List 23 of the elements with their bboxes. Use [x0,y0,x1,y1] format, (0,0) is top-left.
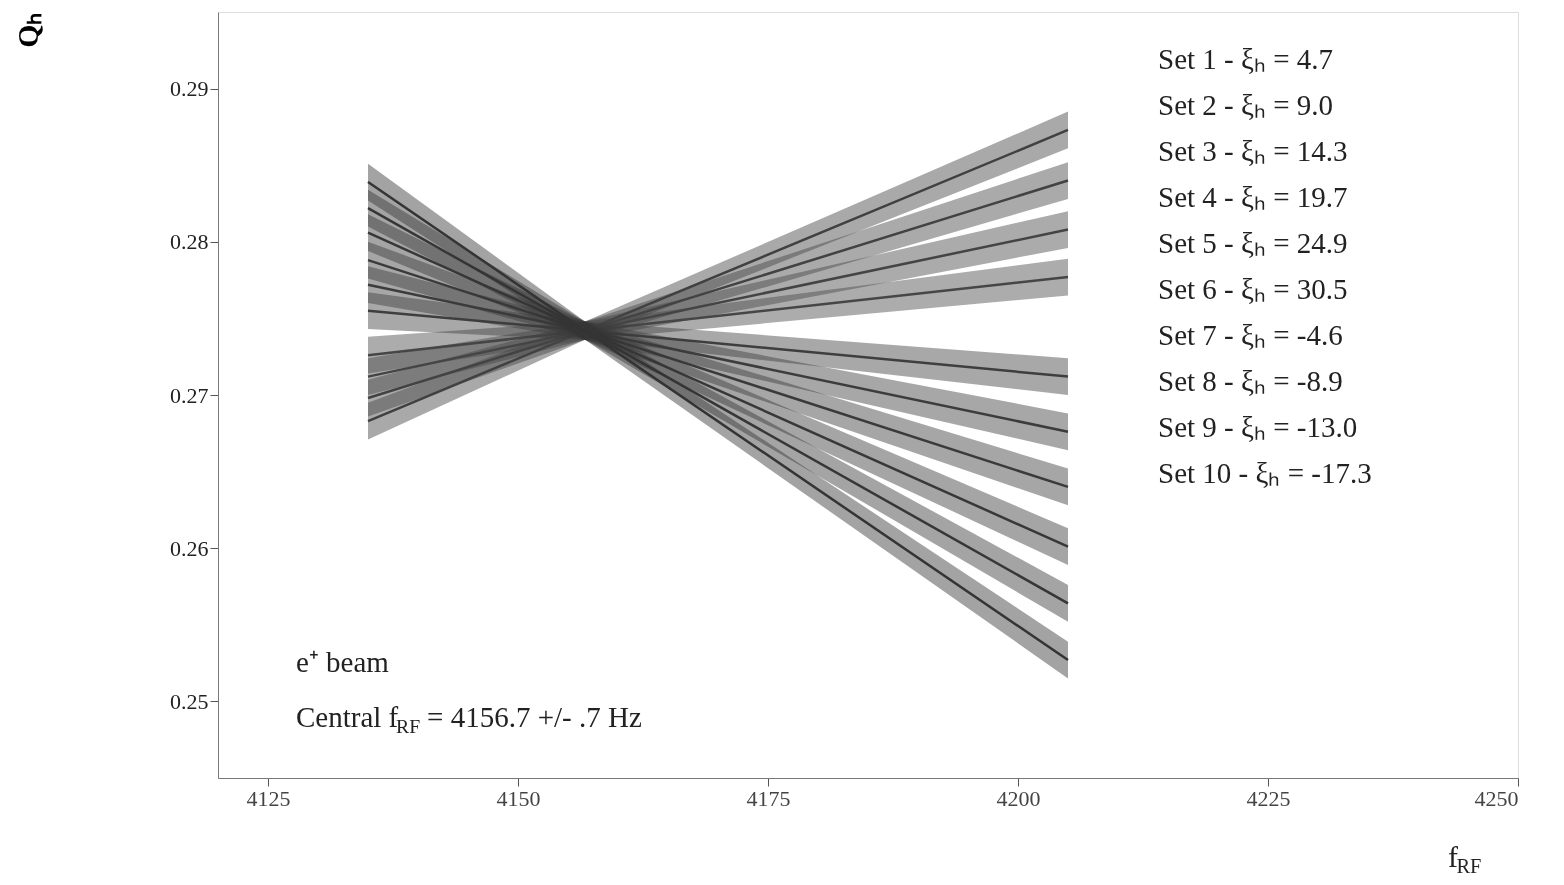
y-tick-label: 0.26 [170,535,209,561]
annotation: Set 10 - ξₕ = -17.3 [1158,457,1372,489]
x-tick-label: 4175 [746,785,791,811]
annotation: Set 2 - ξₕ = 9.0 [1158,89,1333,121]
y-tick-label: 0.28 [170,229,209,255]
annotation: Set 8 - ξₕ = -8.9 [1158,365,1343,397]
annotation: Set 7 - ξₕ = -4.6 [1158,319,1343,351]
x-tick-label: 4125 [246,785,291,811]
x-tick-label: 4150 [496,785,541,811]
y-axis-title: Qₕ [10,12,44,48]
y-tick-label: 0.27 [170,382,209,408]
annotation: Set 3 - ξₕ = 14.3 [1158,135,1348,167]
annotation: Set 9 - ξₕ = -13.0 [1158,411,1358,443]
y-tick-label: 0.29 [170,76,209,102]
x-tick-label: 4250 [1474,785,1519,811]
annotation: Set 6 - ξₕ = 30.5 [1158,273,1348,305]
y-tick-label: 0.25 [170,688,209,714]
x-tick-label: 4225 [1246,785,1291,811]
annotation: e⁺ beam [296,646,390,678]
annotation: Set 5 - ξₕ = 24.9 [1158,227,1348,259]
x-tick-label: 4200 [996,785,1041,811]
annotation: Set 4 - ξₕ = 19.7 [1158,181,1348,213]
annotation: Set 1 - ξₕ = 4.7 [1158,43,1333,75]
